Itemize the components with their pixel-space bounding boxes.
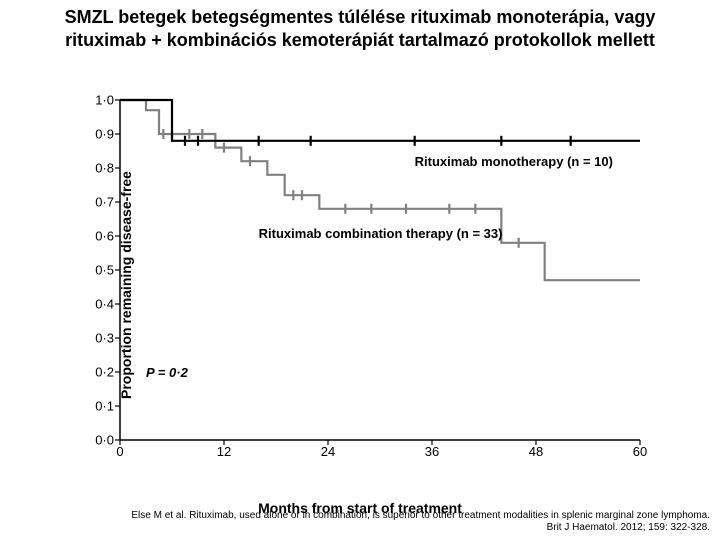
x-tick-label: 60	[633, 444, 647, 459]
y-tick-label: 0·8	[95, 161, 114, 176]
p-value: P = 0·2	[146, 365, 188, 380]
y-tick-label: 0·3	[95, 331, 114, 346]
chart-svg	[114, 98, 642, 448]
x-tick-label: 48	[529, 444, 543, 459]
y-tick-label: 0·2	[95, 365, 114, 380]
page-title: SMZL betegek betegségmentes túlélése rit…	[0, 0, 720, 51]
y-tick-label: 1·0	[95, 93, 114, 108]
x-tick-label: 12	[217, 444, 231, 459]
y-tick-label: 0·6	[95, 229, 114, 244]
x-tick-label: 24	[321, 444, 335, 459]
y-tick-label: 0·0	[95, 433, 114, 448]
x-tick-label: 0	[116, 444, 123, 459]
citation: Else M et al. Rituximab, used alone or i…	[131, 510, 710, 534]
y-tick-label: 0·4	[95, 297, 114, 312]
citation-line-2: Brit J Haematol. 2012; 159: 322-328.	[131, 522, 710, 534]
citation-line-1: Else M et al. Rituximab, used alone or i…	[131, 510, 710, 522]
x-tick-label: 36	[425, 444, 439, 459]
km-chart: Proportion remaining disease-free 0·00·1…	[60, 90, 660, 480]
y-tick-label: 0·7	[95, 195, 114, 210]
y-tick-label: 0·5	[95, 263, 114, 278]
km-curve	[120, 100, 640, 280]
plot-area: 0·00·10·20·30·40·50·60·70·80·91·00122436…	[120, 100, 640, 440]
y-tick-label: 0·1	[95, 399, 114, 414]
y-tick-label: 0·9	[95, 127, 114, 142]
series-label: Rituximab combination therapy (n = 33)	[259, 226, 503, 241]
series-label: Rituximab monotherapy (n = 10)	[415, 154, 613, 169]
